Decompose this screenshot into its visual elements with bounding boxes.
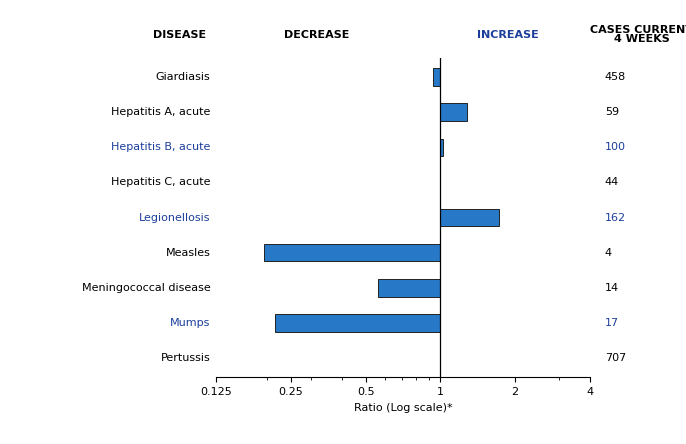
Text: INCREASE: INCREASE	[477, 30, 539, 40]
Text: Pertussis: Pertussis	[161, 353, 211, 363]
Text: Mumps: Mumps	[170, 318, 211, 328]
Bar	[433, 68, 440, 86]
Text: 17: 17	[605, 318, 619, 328]
Bar	[378, 279, 440, 297]
Text: DISEASE: DISEASE	[153, 30, 206, 40]
Text: Hepatitis A, acute: Hepatitis A, acute	[111, 107, 211, 117]
Text: 100: 100	[605, 142, 626, 152]
Bar	[264, 244, 440, 262]
Text: Hepatitis C, acute: Hepatitis C, acute	[111, 178, 211, 187]
X-axis label: Ratio (Log scale)*: Ratio (Log scale)*	[354, 403, 452, 412]
Text: 4 WEEKS: 4 WEEKS	[613, 34, 670, 44]
Text: CASES CURRENT: CASES CURRENT	[590, 24, 686, 35]
Text: 162: 162	[605, 213, 626, 222]
Text: DECREASE: DECREASE	[285, 30, 350, 40]
Text: Hepatitis B, acute: Hepatitis B, acute	[111, 142, 211, 152]
Text: Giardiasis: Giardiasis	[156, 72, 211, 82]
Text: Meningococcal disease: Meningococcal disease	[82, 283, 211, 293]
Bar	[440, 103, 467, 121]
Text: 14: 14	[605, 283, 619, 293]
Bar	[274, 314, 440, 332]
Text: 707: 707	[605, 353, 626, 363]
Bar	[440, 209, 499, 226]
Text: 44: 44	[605, 178, 619, 187]
Text: 458: 458	[605, 72, 626, 82]
Text: 4: 4	[605, 248, 612, 258]
Text: 59: 59	[605, 107, 619, 117]
Text: Legionellosis: Legionellosis	[139, 213, 211, 222]
Bar	[440, 139, 442, 156]
Text: Measles: Measles	[165, 248, 211, 258]
